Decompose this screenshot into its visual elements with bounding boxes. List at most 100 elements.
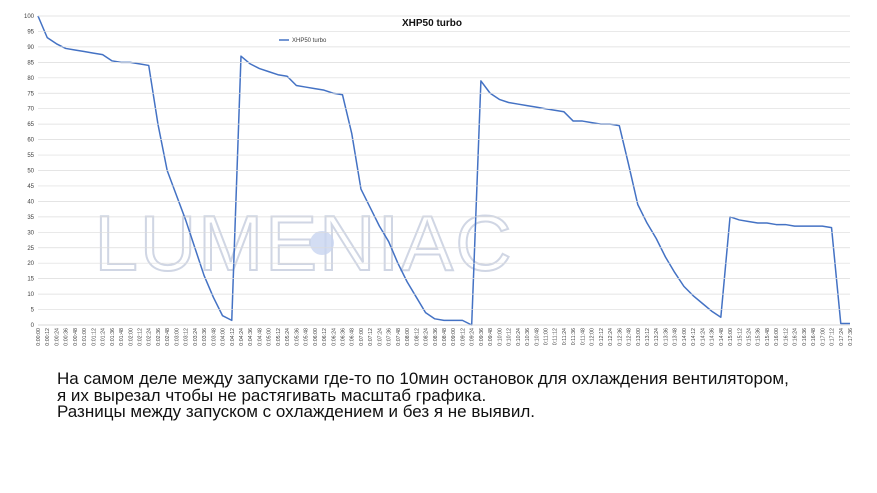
- x-tick-label: 0:09:48: [488, 328, 494, 346]
- x-tick-label: 0:12:12: [599, 328, 605, 346]
- x-tick-label: 0:06:48: [350, 328, 356, 346]
- x-tick-label: 0:05:24: [285, 328, 291, 346]
- x-tick-label: 0:04:24: [239, 328, 245, 346]
- x-tick-label: 0:11:36: [571, 328, 577, 345]
- y-tick-label: 95: [27, 29, 34, 35]
- y-tick-label: 55: [27, 153, 34, 159]
- y-tick-label: 25: [27, 246, 34, 252]
- y-tick-label: 10: [27, 292, 34, 298]
- x-tick-label: 0:11:00: [544, 328, 550, 345]
- x-tick-label: 0:06:12: [322, 328, 328, 346]
- x-tick-label: 0:12:00: [590, 328, 596, 346]
- x-tick-label: 0:13:24: [654, 328, 660, 346]
- legend-label: XHP50 turbo: [292, 38, 327, 44]
- x-tick-label: 0:00:12: [45, 328, 51, 346]
- x-tick-label: 0:04:36: [248, 328, 254, 346]
- x-tick-label: 0:16:48: [811, 328, 817, 346]
- x-tick-label: 0:09:00: [451, 328, 457, 346]
- chart: LUMENIAC 0:17:360:17:240:17:120:17:000:1…: [24, 14, 854, 346]
- x-tick-label: 0:03:48: [211, 328, 217, 346]
- x-tick-label: 0:02:48: [165, 328, 171, 346]
- data-line: [37, 15, 850, 326]
- x-tick-label: 0:17:36: [848, 328, 854, 346]
- y-tick-label: 70: [27, 107, 34, 113]
- x-tick-label: 0:17:24: [839, 328, 845, 346]
- x-tick-label: 0:09:12: [460, 328, 466, 346]
- x-tick-label: 0:01:00: [82, 328, 88, 346]
- x-tick-label: 0:02:12: [138, 328, 144, 346]
- y-tick-label: 45: [27, 184, 34, 190]
- x-tick-label: 0:08:00: [405, 328, 411, 346]
- x-tick-label: 0:05:00: [267, 328, 273, 346]
- watermark-logo: [310, 231, 334, 255]
- y-tick-label: 20: [27, 261, 34, 267]
- x-tick-label: 0:07:00: [359, 328, 365, 346]
- y-tick-label: 80: [27, 76, 34, 82]
- x-tick-label: 0:10:36: [525, 328, 531, 346]
- x-tick-label: 0:04:00: [221, 328, 227, 346]
- x-tick-label: 0:14:36: [710, 328, 716, 346]
- x-tick-label: 0:11:12: [553, 328, 559, 345]
- y-tick-label: 50: [27, 169, 34, 175]
- x-tick-label: 0:12:36: [617, 328, 623, 346]
- x-tick-label: 0:15:36: [756, 328, 762, 346]
- x-tick-label: 0:17:00: [820, 328, 826, 346]
- x-tick-label: 0:03:36: [202, 328, 208, 346]
- x-tick-label: 0:17:12: [830, 328, 836, 346]
- y-tick-label: 90: [27, 45, 34, 51]
- x-tick-label: 0:15:00: [728, 328, 734, 346]
- x-tick-label: 0:07:48: [396, 328, 402, 346]
- x-tick-label: 0:05:48: [304, 328, 310, 346]
- x-tick-label: 0:13:12: [645, 328, 651, 346]
- x-tick-label: 0:08:48: [442, 328, 448, 346]
- y-tick-label: 15: [27, 277, 34, 283]
- x-tick-label: 0:16:00: [774, 328, 780, 346]
- x-tick-label: 0:03:00: [174, 328, 180, 346]
- x-tick-label: 0:07:36: [387, 328, 393, 346]
- x-tick-label: 0:08:24: [424, 328, 430, 346]
- x-tick-label: 0:00:24: [54, 328, 60, 346]
- y-tick-label: 0: [31, 323, 35, 329]
- x-tick-label: 0:15:12: [737, 328, 743, 346]
- x-tick-label: 0:12:48: [627, 328, 633, 346]
- x-tick-label: 0:07:24: [377, 328, 383, 346]
- caption-line: Разницы между запуском с охлаждением и б…: [57, 402, 535, 421]
- caption-line: На самом деле между запусками где-то по …: [57, 369, 789, 388]
- x-tick-label: 0:12:24: [608, 328, 614, 346]
- x-tick-label: 0:04:48: [257, 328, 263, 346]
- x-tick-label: 0:04:12: [230, 328, 236, 346]
- chart-title: XHP50 turbo: [402, 18, 462, 29]
- x-tick-label: 0:09:36: [479, 328, 485, 346]
- x-tick-label: 0:02:24: [147, 328, 153, 346]
- x-tick-label: 0:01:48: [119, 328, 125, 346]
- x-tick-label: 0:03:24: [193, 328, 199, 346]
- x-tick-label: 0:10:48: [534, 328, 540, 346]
- x-tick-label: 0:00:00: [36, 328, 42, 346]
- x-tick-label: 0:00:48: [73, 328, 79, 346]
- x-tick-label: 0:03:12: [184, 328, 190, 346]
- x-tick-label: 0:14:12: [691, 328, 697, 346]
- y-tick-label: 5: [31, 308, 35, 314]
- x-tick-label: 0:01:36: [110, 328, 116, 346]
- x-tick-label: 0:05:36: [294, 328, 300, 346]
- y-tick-label: 85: [27, 60, 34, 66]
- y-tick-label: 100: [24, 14, 35, 20]
- x-tick-label: 0:13:48: [673, 328, 679, 346]
- caption-line: я их вырезал чтобы не растягивать масшта…: [57, 385, 487, 405]
- x-tick-label: 0:15:24: [747, 328, 753, 346]
- x-tick-label: 0:08:36: [433, 328, 439, 346]
- x-tick-label: 0:01:24: [101, 328, 107, 346]
- x-tick-label: 0:14:00: [682, 328, 688, 346]
- x-tick-label: 0:02:00: [128, 328, 134, 346]
- x-tick-label: 0:01:12: [91, 328, 97, 346]
- x-tick-label: 0:10:24: [516, 328, 522, 346]
- x-tick-label: 0:11:48: [580, 328, 586, 345]
- x-tick-label: 0:15:48: [765, 328, 771, 346]
- y-tick-label: 35: [27, 215, 34, 221]
- watermark: LUMENIAC: [94, 199, 513, 287]
- x-tick-label: 0:07:12: [368, 328, 374, 346]
- x-tick-label: 0:05:12: [276, 328, 282, 346]
- x-tick-label: 0:13:00: [636, 328, 642, 346]
- x-tick-label: 0:16:36: [802, 328, 808, 346]
- x-tick-label: 0:09:24: [470, 328, 476, 346]
